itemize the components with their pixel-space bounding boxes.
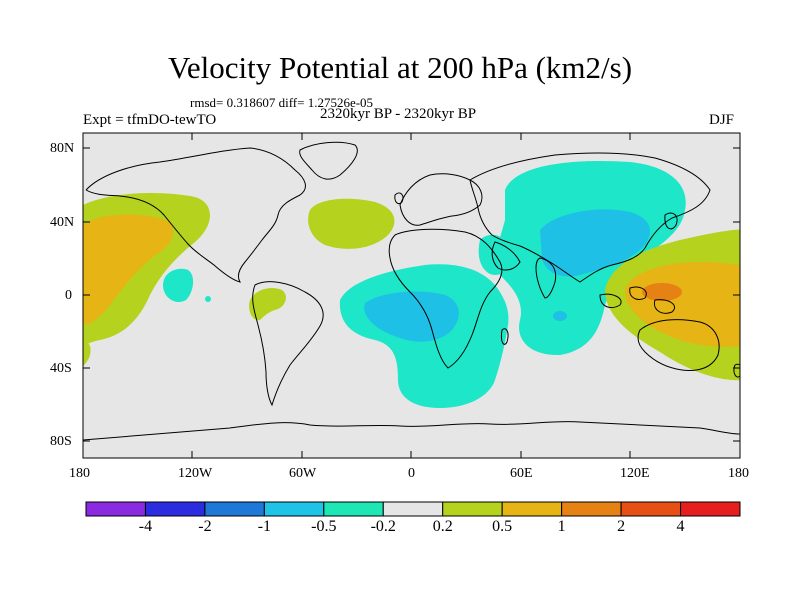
- contour-pos-north-atlantic: [308, 198, 395, 249]
- colorbar-swatch: [442, 501, 503, 517]
- colorbar-label: -4: [138, 518, 153, 535]
- lon-tick-label-60w: 60W: [289, 466, 317, 481]
- coastline-maritime-continent: [599, 286, 676, 314]
- colorbar-label: -0.2: [370, 518, 396, 535]
- colorbar-swatch: [561, 501, 622, 517]
- coastline-uk: [394, 192, 404, 205]
- contour-pos-south-pacific-edge: [83, 343, 91, 366]
- chart-title: Velocity Potential at 200 hPa (km2/s): [167, 50, 633, 85]
- colorbar-swatch: [620, 501, 682, 517]
- coastlines: [83, 141, 740, 441]
- colorbar-swatch: [501, 501, 563, 517]
- coastline-antarctica: [83, 421, 740, 441]
- colorbar-label: 1: [557, 518, 566, 535]
- season-label: DJF: [709, 112, 735, 128]
- contour-neg-east-pacific-dot: [205, 296, 211, 302]
- coastline-greenland: [299, 141, 358, 180]
- colorbar-label: -2: [198, 518, 212, 535]
- period-label: 2320kyr BP - 2320kyr BP: [320, 106, 477, 122]
- colorbar: [85, 501, 741, 517]
- lon-tick-label-180e: 180: [728, 466, 749, 481]
- colorbar-swatch: [680, 501, 741, 517]
- lat-ticks: [83, 147, 740, 442]
- colorbar-label: -0.5: [311, 518, 337, 535]
- colorbar-label: 0.5: [492, 518, 513, 535]
- experiment-label: Expt = tfmDO-tewTO: [83, 112, 217, 128]
- colorbar-label: -1: [257, 518, 272, 535]
- colorbar-swatch: [85, 501, 146, 517]
- colorbar-label: 0.2: [432, 518, 453, 535]
- coastline-india: [535, 257, 557, 299]
- coastline-arabia: [491, 241, 521, 271]
- lat-tick-label-80n: 80N: [50, 141, 75, 156]
- lon-tick-label-0: 0: [408, 466, 415, 481]
- contour-pos-med-west-pacific: [625, 262, 740, 347]
- lat-tick-label-40s: 40S: [50, 361, 72, 376]
- colorbar-label: 4: [676, 518, 685, 535]
- coastline-asia: [469, 152, 711, 283]
- coastline-madagascar: [501, 328, 509, 345]
- colorbar-swatch: [382, 501, 444, 517]
- lon-tick-label-180w: 180: [69, 466, 90, 481]
- contour-neg-strong-asia: [540, 209, 650, 277]
- coastline-new-zealand: [733, 363, 740, 378]
- lon-tick-label-60e: 60E: [510, 466, 533, 481]
- lat-tick-label-80s: 80S: [50, 434, 72, 449]
- lon-tick-label-120w: 120W: [178, 466, 213, 481]
- lon-ticks: [82, 133, 741, 458]
- contour-pos-strong-west-pacific: [642, 283, 682, 301]
- lat-tick-label-0: 0: [65, 288, 72, 303]
- contour-pos-south-america: [249, 288, 286, 321]
- coastline-australia: [637, 319, 720, 371]
- contour-neg-strong-africa: [364, 291, 459, 342]
- colorbar-swatch: [323, 501, 384, 517]
- contour-neg-east-pacific: [163, 268, 194, 303]
- contour-neg-strong-indian-dot: [553, 311, 567, 321]
- colorbar-swatch: [263, 501, 325, 517]
- lat-tick-label-40n: 40N: [50, 215, 75, 230]
- coastline-south-america: [252, 281, 324, 407]
- lon-tick-label-120e: 120E: [620, 466, 650, 481]
- coastline-north-america: [85, 147, 306, 283]
- coastline-europe: [399, 173, 483, 226]
- colorbar-swatch: [144, 501, 206, 517]
- contour-pos-med-north-pacific: [83, 214, 174, 325]
- colorbar-swatch: [204, 501, 265, 517]
- coastline-africa: [388, 228, 503, 369]
- coastline-japan: [664, 212, 678, 230]
- colorbar-label: 2: [617, 518, 626, 535]
- stats-line: rmsd= 0.318607 diff= 1.27526e-05: [190, 95, 374, 110]
